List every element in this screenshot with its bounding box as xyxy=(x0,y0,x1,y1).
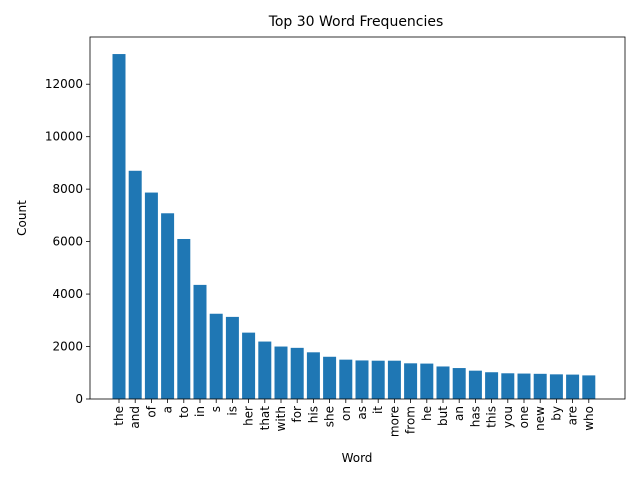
bar-are xyxy=(566,374,580,399)
x-tick-label: it xyxy=(371,406,385,414)
y-tick-label: 2000 xyxy=(52,340,83,354)
chart-title: Top 30 Word Frequencies xyxy=(268,14,444,30)
x-axis: the and of a to in s is her that with for his she on as… xyxy=(112,399,596,437)
bar-to xyxy=(177,238,191,399)
x-tick-label: she xyxy=(323,406,337,427)
x-tick-label: but xyxy=(436,406,450,426)
bar-with xyxy=(274,346,288,399)
y-tick-label: 0 xyxy=(75,392,83,406)
x-tick-label: who xyxy=(582,406,596,431)
bar-who xyxy=(582,375,596,399)
x-tick-label: her xyxy=(242,406,256,426)
y-tick-label: 8000 xyxy=(52,182,83,196)
bar-of xyxy=(144,192,158,399)
bar-in xyxy=(193,284,207,399)
x-tick-label: more xyxy=(387,406,401,437)
x-tick-label: for xyxy=(290,406,304,423)
x-tick-label: you xyxy=(501,406,515,428)
bar-s xyxy=(209,313,223,399)
y-tick-label: 4000 xyxy=(52,287,83,301)
bar-the xyxy=(112,54,126,400)
bar-you xyxy=(501,373,515,399)
x-tick-label: with xyxy=(274,406,288,431)
y-tick-label: 10000 xyxy=(45,130,83,144)
x-tick-label: has xyxy=(468,406,482,427)
plot-frame xyxy=(89,36,626,400)
x-tick-label: one xyxy=(517,406,531,428)
x-axis-title: Word xyxy=(342,451,373,465)
x-tick-label: is xyxy=(225,406,239,416)
x-tick-label: and xyxy=(128,406,142,429)
x-tick-label: this xyxy=(485,406,499,428)
y-axis-title: Count xyxy=(15,200,29,236)
x-tick-label: new xyxy=(533,406,547,431)
bar-from xyxy=(404,363,418,399)
x-tick-label: his xyxy=(306,406,320,423)
bars-group xyxy=(112,54,596,400)
x-tick-label: from xyxy=(404,406,418,434)
bar-it xyxy=(371,360,385,399)
bar-a xyxy=(161,213,175,399)
x-tick-label: on xyxy=(339,406,353,421)
x-tick-label: s xyxy=(209,406,223,412)
bar-and xyxy=(128,170,142,399)
x-tick-label: that xyxy=(258,406,272,431)
bar-but xyxy=(436,366,450,399)
x-tick-label: he xyxy=(420,406,434,421)
bar-as xyxy=(355,360,369,399)
bar-for xyxy=(290,347,304,399)
bar-this xyxy=(485,372,499,399)
x-tick-label: as xyxy=(355,406,369,420)
x-tick-label: an xyxy=(452,406,466,421)
bar-more xyxy=(387,360,401,399)
x-tick-label: the xyxy=(112,406,126,426)
bar-by xyxy=(549,374,563,399)
x-tick-label: are xyxy=(566,406,580,425)
bar-he xyxy=(420,363,434,399)
bar-on xyxy=(339,359,353,399)
x-tick-label: to xyxy=(177,406,191,418)
bar-an xyxy=(452,368,466,399)
bar-has xyxy=(468,370,482,399)
bar-his xyxy=(306,352,320,399)
bar-her xyxy=(242,332,256,399)
y-tick-label: 12000 xyxy=(45,77,83,91)
x-tick-label: a xyxy=(161,406,175,413)
bar-she xyxy=(323,356,337,399)
bar-that xyxy=(258,341,272,399)
x-tick-label: of xyxy=(144,405,158,417)
bar-one xyxy=(517,373,531,399)
bar-is xyxy=(225,316,239,399)
x-tick-label: by xyxy=(549,406,563,421)
y-tick-label: 6000 xyxy=(52,235,83,249)
y-axis: 0 2000 4000 6000 8000 10000 12000 xyxy=(45,77,90,406)
x-tick-label: in xyxy=(193,406,207,417)
bar-new xyxy=(533,373,547,399)
